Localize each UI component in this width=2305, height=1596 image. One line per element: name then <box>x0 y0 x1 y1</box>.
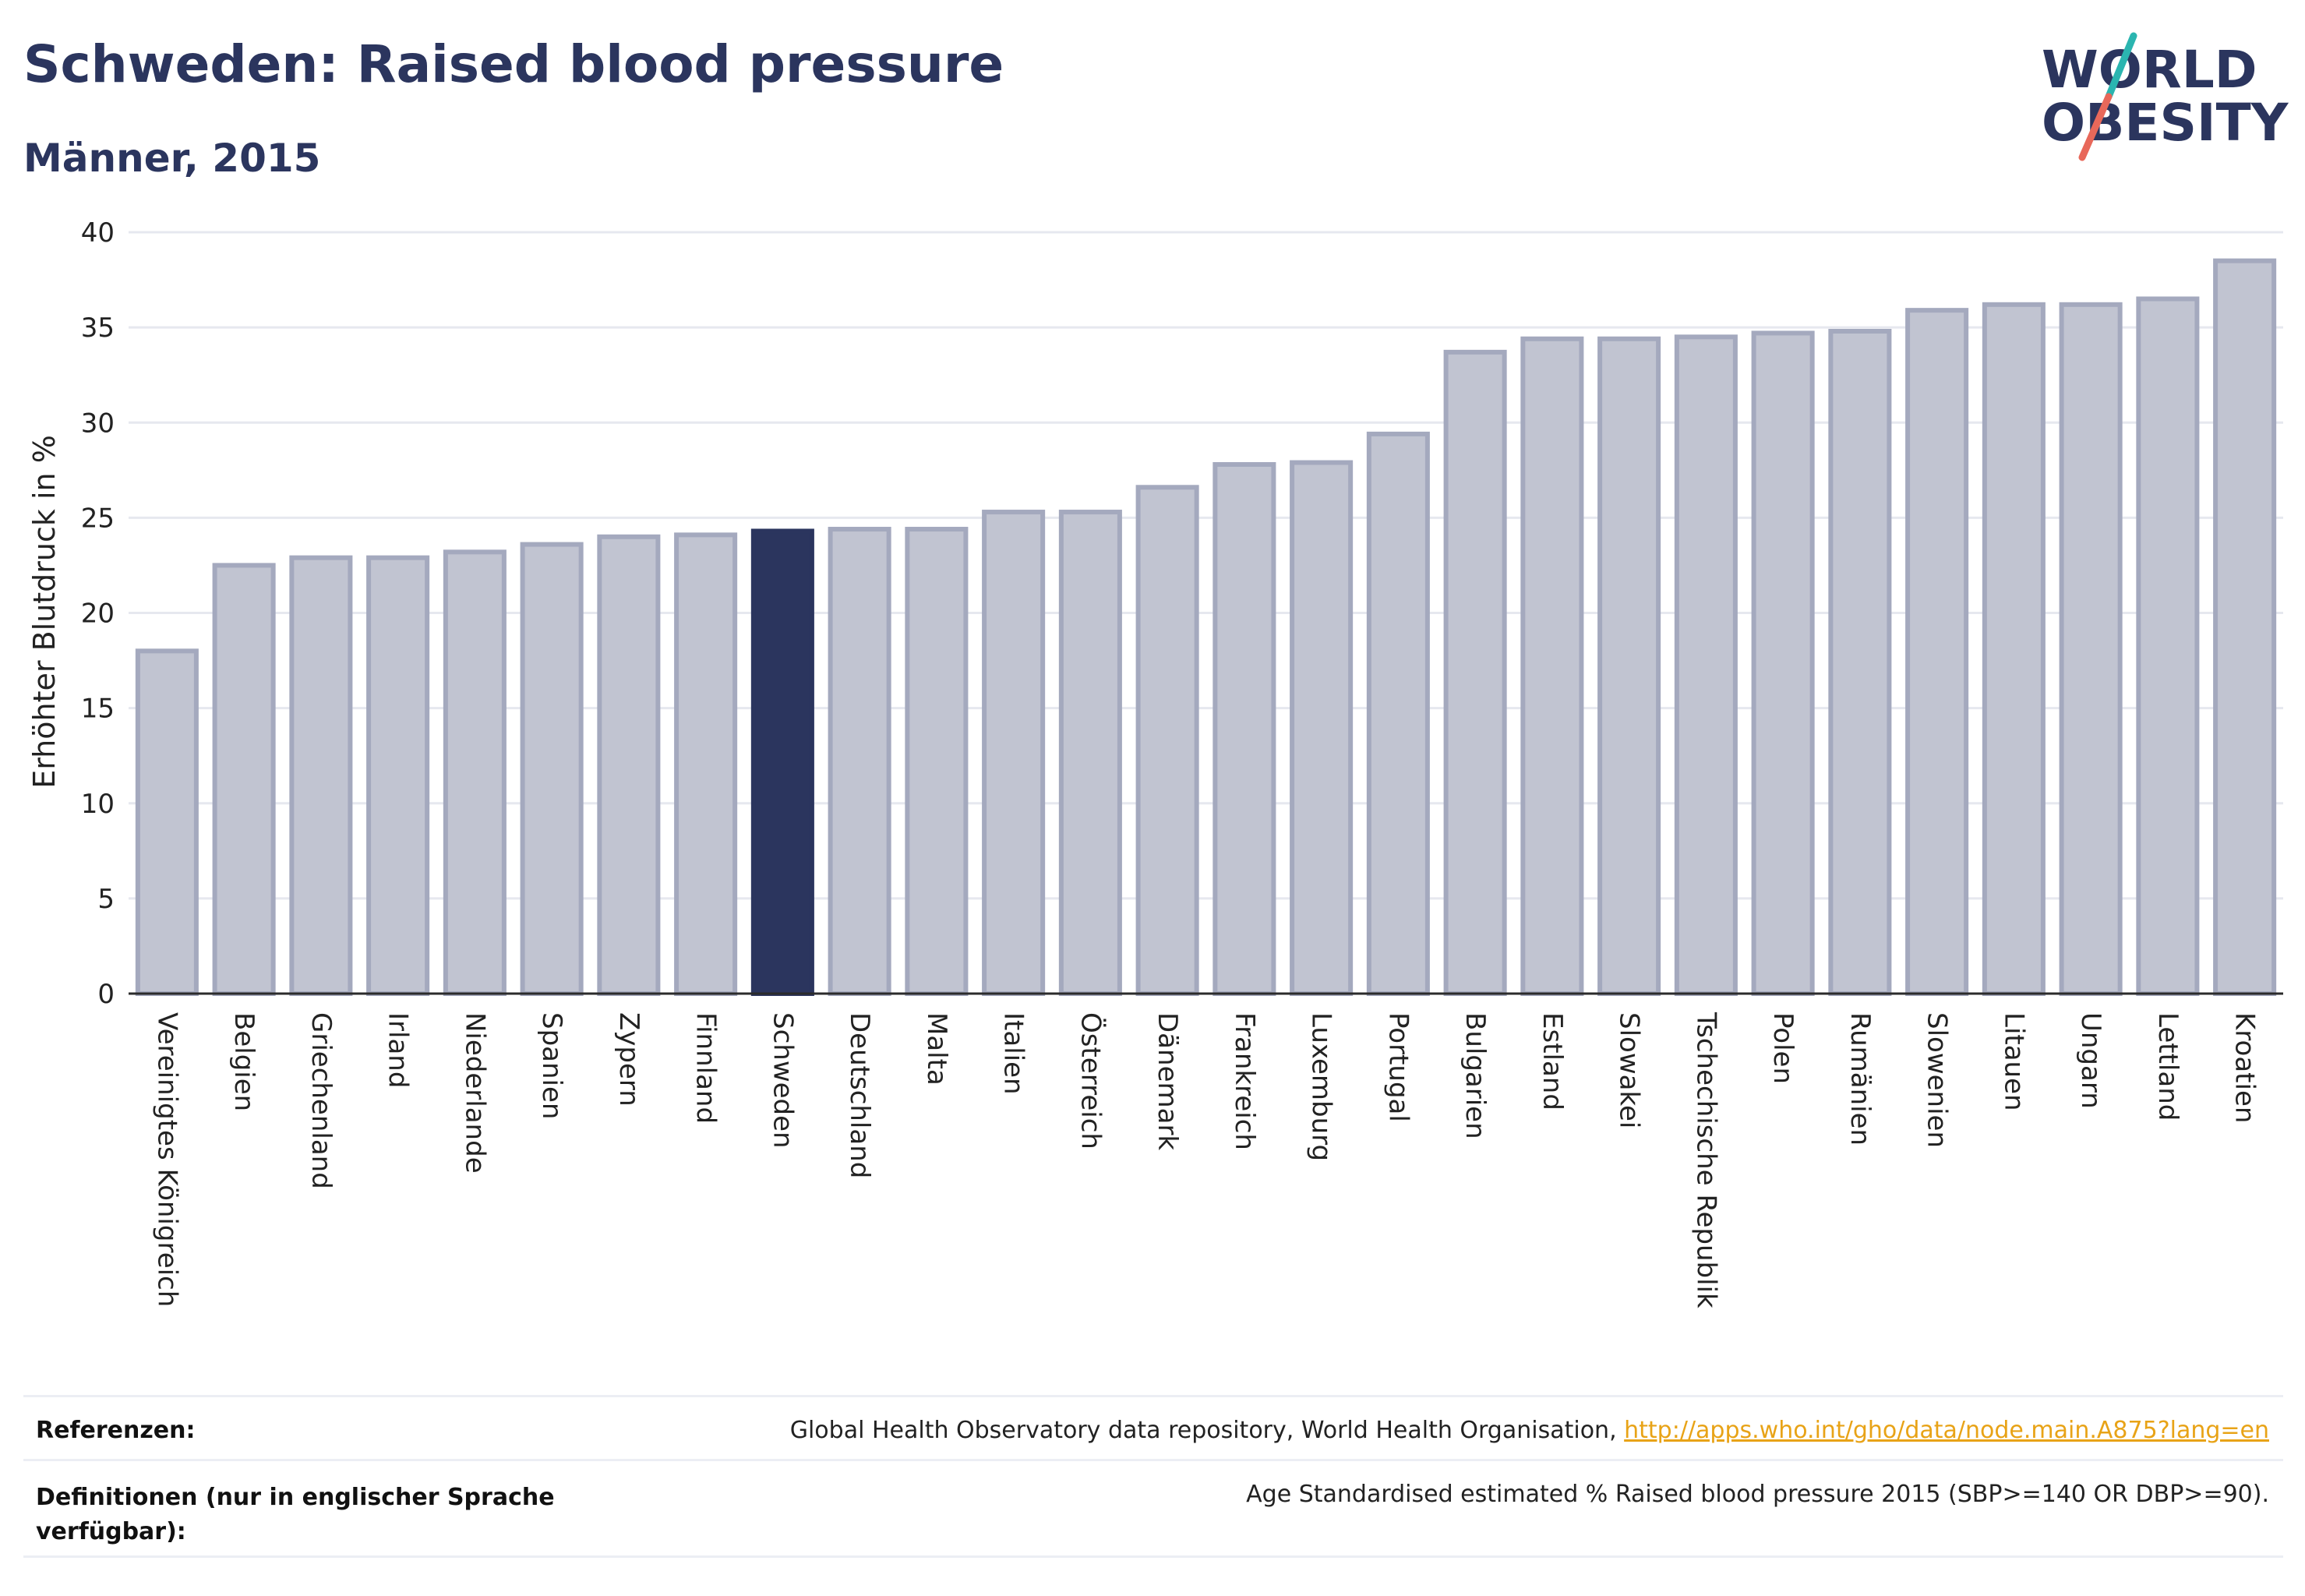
x-tick-label: Deutschland <box>844 1012 875 1178</box>
x-tick-label: Finnland <box>690 1012 722 1124</box>
bar-polen <box>1751 330 1815 996</box>
chart-subtitle: Männer, 2015 <box>23 136 321 181</box>
bar-niederlande <box>443 549 507 996</box>
bar-chart: 0 5 10 15 20 25 30 35 40 Vereinigtes Königreich B… <box>27 217 2283 1308</box>
bar-griechenland <box>289 555 353 996</box>
x-tick-label: Griechenland <box>305 1012 337 1189</box>
bar-kroatien <box>2213 258 2277 996</box>
x-axis-ticks: Vereinigtes Königreich Belgien Griechenlan… <box>151 1012 2260 1308</box>
x-tick-label: Lettland <box>2152 1012 2183 1121</box>
x-tick-label: Kroatien <box>2229 1012 2261 1123</box>
y-axis-ticks: 0 5 10 15 20 25 30 35 40 <box>81 217 115 1010</box>
x-tick-label: Litauen <box>1998 1012 2029 1111</box>
y-tick-label: 20 <box>81 598 115 630</box>
x-tick-label: Zypern <box>613 1012 644 1107</box>
bar-slowenien <box>1905 308 1969 996</box>
x-tick-label: Niederlande <box>459 1012 490 1174</box>
world-obesity-logo: WORLD OBESITY <box>2042 32 2289 161</box>
bar-schweden <box>750 528 814 996</box>
footer-divider-top <box>23 1395 2283 1397</box>
bar-estland <box>1520 336 1584 996</box>
x-tick-label: Belgien <box>228 1012 259 1111</box>
x-tick-label: Malta <box>921 1012 952 1086</box>
y-axis-label: Erhöhter Blutdruck in % <box>27 435 62 789</box>
x-tick-label: Luxemburg <box>1306 1012 1337 1161</box>
bar-bulgarien <box>1443 349 1507 996</box>
x-tick-label: Slowenien <box>1922 1012 1953 1148</box>
x-tick-label: Schweden <box>767 1012 798 1149</box>
bar-lettland <box>2136 296 2200 996</box>
bar-malta <box>905 527 969 996</box>
definitions-text: Age Standardised estimated % Raised bloo… <box>1246 1481 2269 1508</box>
bar-portugal <box>1366 431 1430 996</box>
logo-slash-coral <box>2078 93 2113 161</box>
bar-dänemark <box>1135 485 1199 996</box>
bar-deutschland <box>828 527 891 996</box>
bars <box>135 258 2277 996</box>
logo-word-world: WORLD <box>2042 40 2257 100</box>
x-tick-label: Frankreich <box>1229 1012 1260 1150</box>
bar-finnland <box>674 532 738 996</box>
x-tick-label: Rumänien <box>1844 1012 1876 1146</box>
y-tick-label: 10 <box>81 789 115 820</box>
x-tick-label: Dänemark <box>1152 1012 1183 1150</box>
y-tick-label: 25 <box>81 503 115 534</box>
references-label: Referenzen: <box>36 1417 196 1444</box>
footer-divider-middle <box>23 1459 2283 1461</box>
bar-frankreich <box>1213 461 1276 996</box>
y-tick-label: 30 <box>81 408 115 439</box>
y-tick-label: 15 <box>81 694 115 725</box>
x-tick-label: Portugal <box>1382 1012 1414 1122</box>
x-tick-label: Bulgarien <box>1460 1012 1491 1139</box>
x-tick-label: Italien <box>998 1012 1029 1095</box>
bar-italien <box>982 510 1046 996</box>
bar-vereinigtes-königreich <box>135 648 199 996</box>
bar-rumänien <box>1828 329 1892 996</box>
y-tick-label: 40 <box>81 217 115 249</box>
x-tick-label: Ungarn <box>2075 1012 2106 1109</box>
y-tick-label: 35 <box>81 312 115 344</box>
bar-ungarn <box>2059 302 2123 996</box>
references-source: Global Health Observatory data repositor… <box>789 1417 1625 1444</box>
logo-word-obesity: OBESITY <box>2042 93 2289 153</box>
bar-litauen <box>1982 302 2046 996</box>
x-tick-label: Polen <box>1767 1012 1798 1084</box>
bar-irland <box>366 555 430 996</box>
y-tick-label: 5 <box>97 884 115 915</box>
bar-österreich <box>1058 510 1122 996</box>
bar-tschechische-republik <box>1674 334 1738 996</box>
logo-slash-teal <box>2105 32 2137 101</box>
x-tick-label: Tschechische Republik <box>1690 1012 1721 1308</box>
y-tick-label: 0 <box>97 979 115 1010</box>
x-tick-label: Vereinigtes Königreich <box>151 1012 182 1307</box>
x-tick-label: Spanien <box>536 1012 567 1119</box>
bar-luxemburg <box>1290 460 1354 996</box>
bar-slowakei <box>1597 336 1661 996</box>
bar-spanien <box>520 542 584 996</box>
references-text: Global Health Observatory data repositor… <box>790 1417 2269 1444</box>
bar-zypern <box>597 534 661 996</box>
definitions-label: Definitionen (nur in englischer Sprache … <box>36 1484 555 1545</box>
x-tick-label: Slowakei <box>1614 1012 1645 1128</box>
x-tick-label: Österreich <box>1075 1012 1107 1149</box>
x-tick-label: Estland <box>1537 1012 1568 1110</box>
references-link[interactable]: http://apps.who.int/gho/data/node.main.A… <box>1624 1417 2269 1444</box>
bar-belgien <box>212 563 276 996</box>
x-tick-label: Irland <box>383 1012 414 1088</box>
footer-divider-bottom <box>23 1555 2283 1558</box>
chart-title: Schweden: Raised blood pressure <box>23 34 1004 94</box>
